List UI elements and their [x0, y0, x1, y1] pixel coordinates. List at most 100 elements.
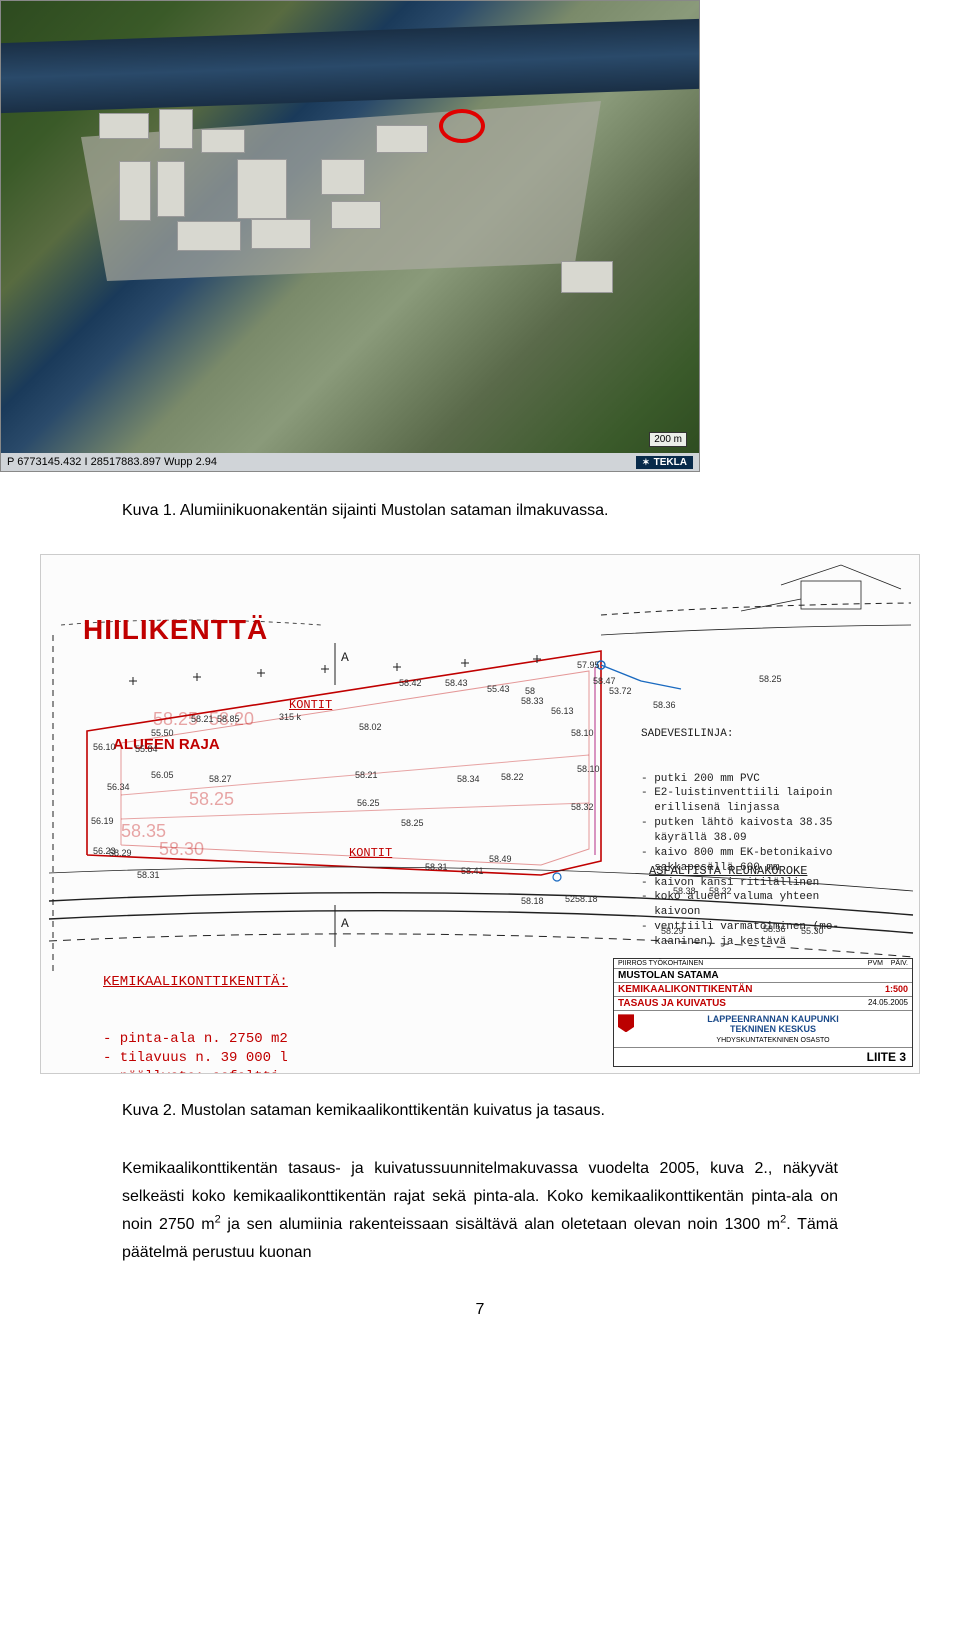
aerial-building — [99, 113, 149, 139]
plan-title-block: PIIRROS TYÖKOHTAINENPVM PÄIV. MUSTOLAN S… — [613, 958, 913, 1067]
note-kemikaali-line: - pinta-ala n. 2750 m2 — [103, 1030, 389, 1049]
spot-level: 315 k — [279, 711, 301, 723]
note-kemikaali-heading: KEMIKAALIKONTTIKENTTÄ: — [103, 973, 389, 992]
page-number: 7 — [0, 1301, 960, 1319]
spot-level: 55.43 — [487, 683, 510, 695]
spot-level: 58.31 — [137, 869, 160, 881]
spot-level: 58.36 — [653, 699, 676, 711]
figure2-caption: Kuva 2. Mustolan sataman kemikaalikontti… — [122, 1100, 838, 1122]
spot-level: 58.43 — [445, 677, 468, 689]
tb-org3: YHDYSKUNTATEKNINEN OSASTO — [716, 1037, 829, 1044]
star-icon: ✶ — [642, 457, 650, 468]
aerial-footer-strip: P 6773145.432 I 28517883.897 Wupp 2.94 ✶… — [1, 453, 699, 471]
spot-level: 55.30 — [801, 925, 824, 937]
spot-level: 56.19 — [91, 815, 114, 827]
tb-row-head: PIIRROS TYÖKOHTAINEN — [618, 960, 703, 967]
tb-scale: 1:500 — [885, 984, 908, 995]
tb-mustola: MUSTOLAN SATAMA — [618, 970, 719, 981]
spot-level: 55.84 — [135, 743, 158, 755]
note-kemikaali: KEMIKAALIKONTTIKENTTÄ: - pinta-ala n. 27… — [103, 935, 389, 1074]
plan-section-a-bottom: A — [341, 915, 349, 933]
aerial-building — [251, 219, 311, 249]
tb-liite: LIITE 3 — [614, 1048, 912, 1066]
aerial-building — [157, 161, 185, 217]
note-sadevesi-line: - kaivo 800 mm EK-betonikaivo — [641, 846, 839, 861]
note-sadevesi-heading: SADEVESILINJA: — [641, 727, 839, 742]
aerial-building — [331, 201, 381, 229]
spot-level: 58.10 — [571, 727, 594, 739]
note-kemikaali-line: - päällyste; asfaltti — [103, 1068, 389, 1075]
aerial-building — [321, 159, 365, 195]
spot-level: 58.21 — [191, 713, 214, 725]
spot-level: 58.31 — [425, 861, 448, 873]
note-sadevesi-line: - koko alueen valuma yhteen — [641, 890, 839, 905]
aerial-building — [237, 159, 287, 219]
spot-level: 5258.18 — [565, 893, 598, 905]
spot-level: 58 — [525, 685, 535, 697]
spot-level: 56.10 — [93, 741, 116, 753]
spot-level: 58.02 — [359, 721, 382, 733]
scale-bar: 200 m — [649, 432, 687, 447]
river-band — [1, 19, 699, 113]
spot-level: 58.49 — [489, 853, 512, 865]
plan-label-kontit-bottom: KONTIT — [349, 845, 392, 861]
faint-num-2: 58.25 — [189, 787, 234, 811]
note-sadevesi-line: - E2-luistinventtiili laipoin — [641, 786, 839, 801]
aerial-building — [376, 125, 428, 153]
aerial-coords: P 6773145.432 I 28517883.897 Wupp 2.94 — [7, 456, 217, 468]
tb-kemi1: KEMIKAALIKONTTIKENTÄN — [618, 984, 752, 995]
note-sadevesi-line: erillisenä linjassa — [641, 801, 839, 816]
body-paragraph-text: Kemikaalikonttikentän tasaus- ja kuivatu… — [122, 1155, 838, 1267]
technical-plan: HIILIKENTTÄ ALUEEN RAJA KONTIT KONTIT A … — [40, 554, 920, 1074]
spot-level: 58.41 — [461, 865, 484, 877]
aerial-building — [201, 129, 245, 153]
note-sadevesi-line: sakkapesällä 600 mm — [641, 861, 839, 876]
note-kemikaali-line: - tilavuus n. 39 000 l — [103, 1049, 389, 1068]
spot-level: 55.50 — [151, 727, 174, 739]
crest-icon — [618, 1014, 634, 1032]
spot-level: 56.13 — [551, 705, 574, 717]
spot-level: 56.34 — [107, 781, 130, 793]
spot-level: 58.32 — [709, 885, 732, 897]
spot-level: 58.22 — [501, 771, 524, 783]
aerial-building — [119, 161, 151, 221]
spot-level: 58.34 — [457, 773, 480, 785]
spot-level: 58.18 — [521, 895, 544, 907]
spot-level: 58.10 — [577, 763, 600, 775]
spot-level: 58.85 — [217, 713, 240, 725]
note-sadevesi-line: - kaivon kansi ritilällinen — [641, 876, 839, 891]
spot-level: 57.95 — [577, 659, 600, 671]
tb-kemi2: TASAUS JA KUIVATUS — [618, 998, 726, 1009]
aerial-building — [561, 261, 613, 293]
spot-level: 58.25 — [759, 673, 782, 685]
scale-bar-text: 200 m — [654, 434, 682, 445]
tb-org2: TEKNINEN KESKUS — [730, 1024, 816, 1034]
note-sadevesi-line: - putken lähtö kaivosta 38.35 — [641, 816, 839, 831]
spot-level: 56.25 — [357, 797, 380, 809]
spot-level: 58.32 — [571, 801, 594, 813]
plan-section-a-top: A — [341, 649, 349, 667]
spot-level: 58.36 — [763, 923, 786, 935]
spot-level: 53.72 — [609, 685, 632, 697]
figure1-caption: Kuva 1. Alumiinikuonakentän sijainti Mus… — [122, 500, 838, 522]
note-sadevesi-line: - putki 200 mm PVC — [641, 772, 839, 787]
note-sadevesi-line: kaivoon — [641, 905, 839, 920]
spot-level: 58.38 — [673, 885, 696, 897]
aerial-photo: 200 m P 6773145.432 I 28517883.897 Wupp … — [0, 0, 700, 472]
superscript-2: 2 — [215, 1213, 221, 1225]
spot-level: 58.29 — [109, 847, 132, 859]
spot-level: 58.25 — [401, 817, 424, 829]
tb-crest-cell — [618, 1014, 638, 1044]
aerial-building — [159, 109, 193, 149]
spot-level: 56.05 — [151, 769, 174, 781]
plan-title-hiilikentta: HIILIKENTTÄ — [83, 611, 268, 649]
body-paragraph: Kemikaalikonttikentän tasaus- ja kuivatu… — [122, 1155, 838, 1267]
tekla-text: TEKLA — [654, 457, 687, 468]
spot-level: 58.27 — [209, 773, 232, 785]
tekla-logo: ✶ TEKLA — [636, 456, 693, 469]
aerial-building — [177, 221, 241, 251]
spot-level: 58.21 — [355, 769, 378, 781]
superscript-2: 2 — [780, 1213, 786, 1225]
highlight-circle — [439, 109, 485, 143]
faint-num-4: 58.35 — [121, 819, 166, 843]
